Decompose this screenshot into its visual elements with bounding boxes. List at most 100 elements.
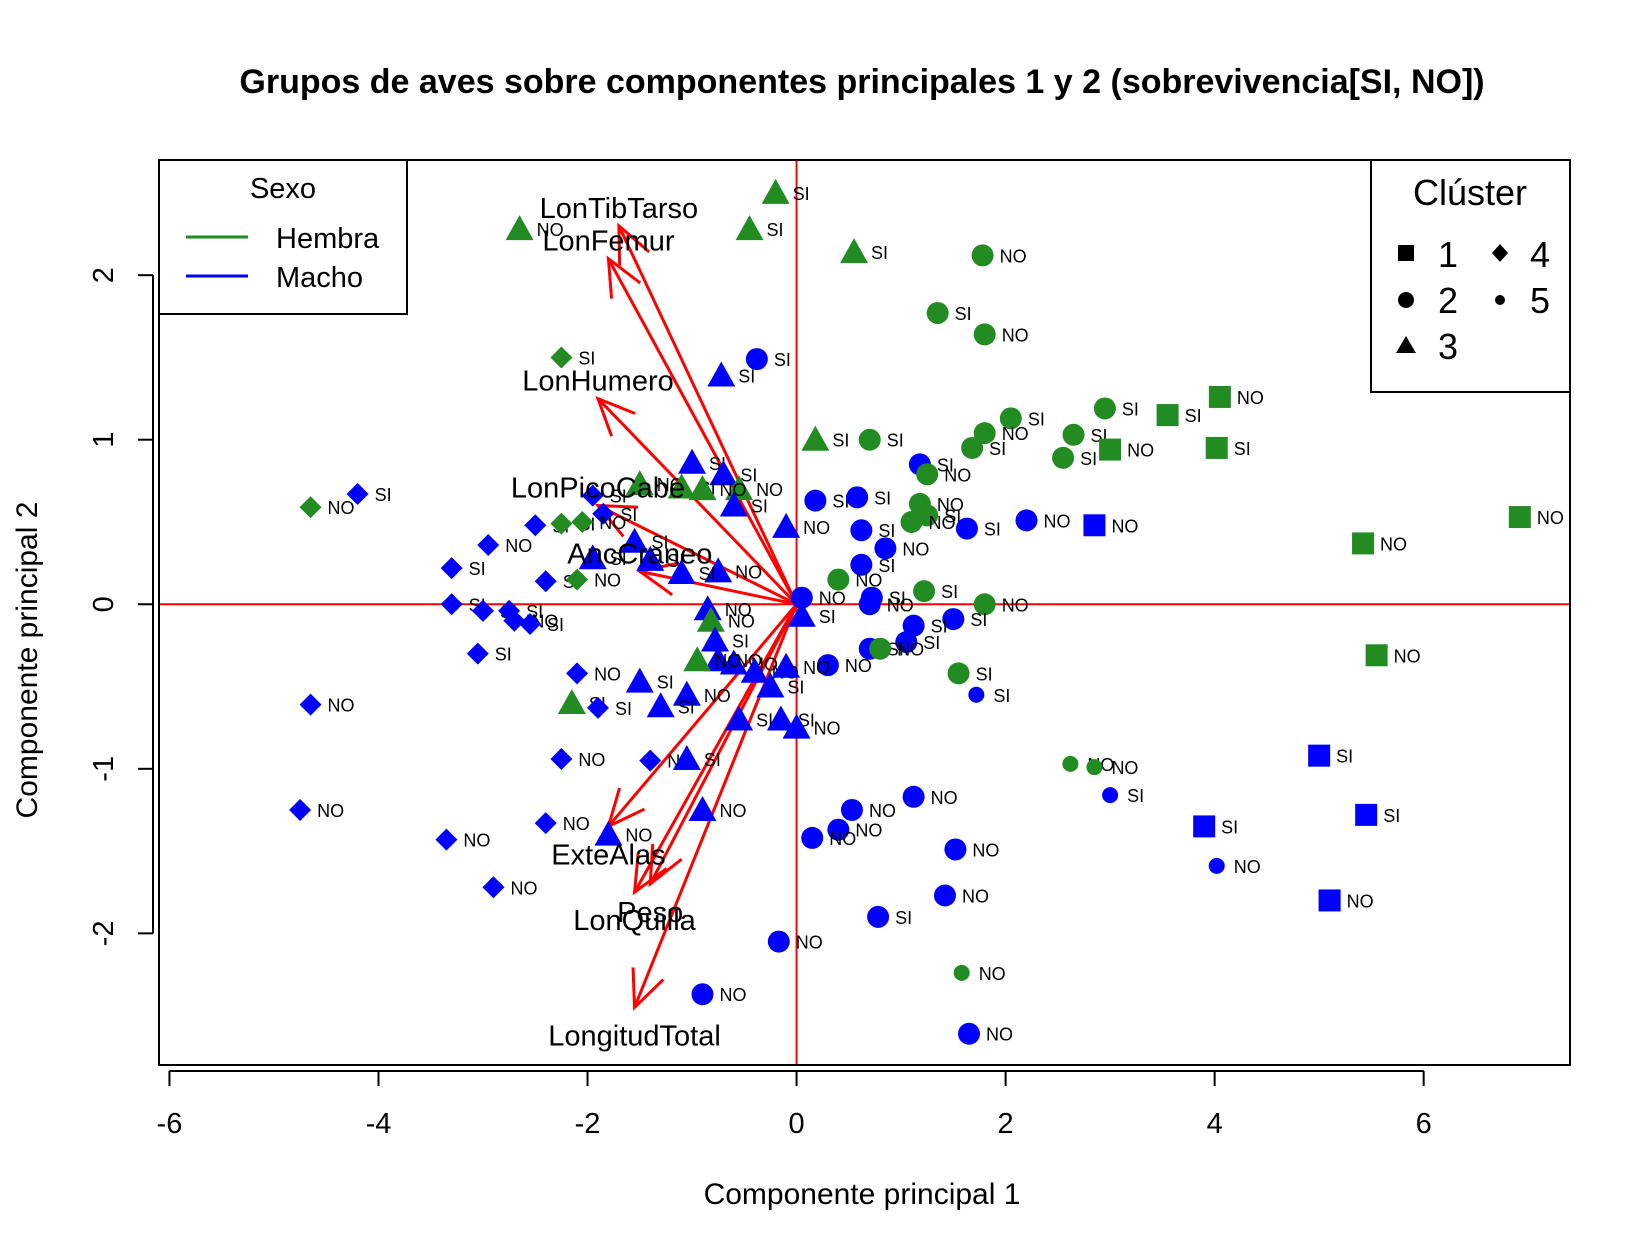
point-label: SI <box>878 556 895 576</box>
point-circle <box>947 662 970 685</box>
point-diamond <box>482 876 505 899</box>
point-square <box>1365 644 1388 667</box>
point-label: NO <box>944 465 971 485</box>
point-label: SI <box>832 492 849 512</box>
point-label: NO <box>1002 424 1029 444</box>
point-square <box>1205 436 1228 459</box>
point-circle <box>916 463 939 486</box>
point-triangle <box>578 544 607 570</box>
point-label: SI <box>657 673 674 693</box>
point-circle <box>840 798 863 821</box>
point-label: NO <box>510 878 537 898</box>
point-label: NO <box>599 513 626 533</box>
x-tick-label: -4 <box>366 1108 392 1140</box>
point-square <box>1208 385 1231 408</box>
point-square <box>1308 744 1331 767</box>
point-label: SI <box>1028 409 1045 429</box>
variable-arrow <box>617 225 798 605</box>
point-label: NO <box>1000 246 1027 266</box>
point-triangle <box>620 527 649 553</box>
point-triangle <box>701 626 730 652</box>
y-tick-label: -2 <box>88 920 120 946</box>
point-label: NO <box>1111 516 1138 536</box>
point-triangle <box>646 692 675 718</box>
variable-label: LonHumero <box>522 366 674 398</box>
y-axis-title: Componente principal 2 <box>11 502 44 819</box>
point-square <box>1318 889 1341 912</box>
point-label: SI <box>895 908 912 928</box>
point-diamond <box>534 812 557 835</box>
point-label: SI <box>944 506 961 526</box>
point-label: SI <box>1221 817 1238 837</box>
point-label: NO <box>931 788 958 808</box>
point-label: SI <box>970 610 987 630</box>
point-small-circle <box>1062 755 1079 772</box>
point-triangle <box>696 606 725 632</box>
point-label: NO <box>728 612 755 632</box>
point-triangle <box>801 425 830 451</box>
point-label: NO <box>578 750 605 770</box>
point-triangle <box>594 820 623 846</box>
point-label: NO <box>704 686 731 706</box>
point-label: NO <box>1002 325 1029 345</box>
point-diamond <box>581 484 604 507</box>
point-circle <box>767 930 790 953</box>
point-circle <box>1015 509 1038 532</box>
cluster-legend-label-4: 4 <box>1530 234 1550 275</box>
point-triangle <box>505 215 534 241</box>
point-label: SI <box>1080 449 1097 469</box>
variable-arrow-head <box>595 395 636 437</box>
point-label: NO <box>756 480 783 500</box>
point-label: SI <box>578 348 595 368</box>
point-triangle <box>707 361 736 387</box>
point-triangle <box>740 657 769 683</box>
point-circle <box>874 537 897 560</box>
point-label: NO <box>1237 388 1264 408</box>
point-label: SI <box>610 487 627 507</box>
point-label: SI <box>1234 439 1251 459</box>
point-diamond <box>466 642 489 665</box>
variable-arrow <box>597 504 798 606</box>
y-tick-label: 2 <box>88 267 120 283</box>
point-circle <box>926 302 949 325</box>
variable-arrow <box>607 603 798 828</box>
variable-arrow-head <box>648 843 683 888</box>
point-triangle <box>735 215 764 241</box>
point-label: NO <box>505 536 532 556</box>
sex-legend-macho-label: Macho <box>276 262 363 294</box>
point-label: NO <box>328 696 355 716</box>
point-label: SI <box>941 582 958 602</box>
point-triangle <box>772 512 801 538</box>
point-label: SI <box>819 607 836 627</box>
point-label: NO <box>463 831 490 851</box>
point-circle <box>961 436 984 459</box>
point-label: SI <box>923 633 940 653</box>
point-triangle <box>667 559 696 585</box>
point-label: NO <box>929 513 956 533</box>
cluster-legend-label-1: 1 <box>1438 234 1458 275</box>
point-label: NO <box>537 220 564 240</box>
x-tick-label: 4 <box>1207 1108 1223 1140</box>
point-triangle <box>704 557 733 583</box>
point-label: SI <box>495 645 512 665</box>
point-circle <box>691 983 714 1006</box>
point-label: NO <box>803 658 830 678</box>
point-diamond <box>435 828 458 851</box>
point-triangle <box>667 473 696 499</box>
variable-arrow-head <box>594 503 639 538</box>
point-circle <box>900 511 923 533</box>
point-label: SI <box>1185 406 1202 426</box>
point-label: SI <box>889 589 906 609</box>
point-circle <box>858 593 881 616</box>
y-tick-label: 0 <box>88 596 120 612</box>
point-label: NO <box>937 495 964 515</box>
point-square <box>1355 803 1378 826</box>
point-label: NO <box>796 933 823 953</box>
point-circle <box>850 553 873 576</box>
point-triangle <box>557 689 586 714</box>
sex-legend-title: Sexo <box>250 173 316 205</box>
x-axis-title: Componente principal 1 <box>704 1178 1021 1211</box>
point-circle <box>955 517 978 540</box>
point-square <box>1099 438 1122 461</box>
point-label: SI <box>955 304 972 324</box>
